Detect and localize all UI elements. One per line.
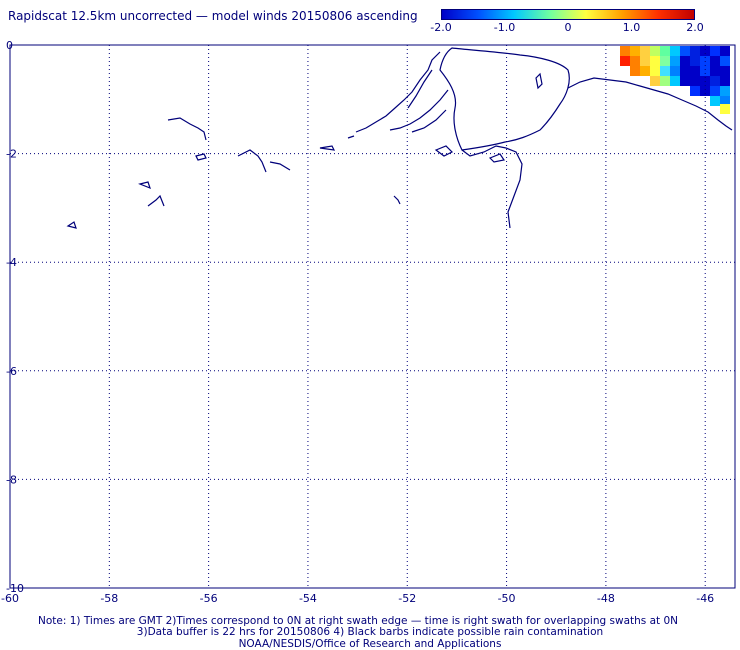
swath-cell (710, 56, 720, 66)
swath-cell (670, 66, 680, 76)
swath-cell (660, 76, 670, 86)
swath-cell (710, 96, 720, 106)
swath-cell (650, 46, 660, 56)
swath-cell (690, 66, 700, 76)
note-line-3: NOAA/NESDIS/Office of Research and Appli… (238, 638, 502, 650)
swath-cell (720, 46, 730, 56)
note-line-2: 3)Data buffer is 22 hrs for 20150806 4) … (136, 626, 604, 638)
y-tick-label: -10 (6, 582, 24, 595)
swath-cell (640, 66, 650, 76)
y-tick-label: -8 (6, 473, 17, 486)
swath-cell (710, 76, 720, 86)
x-tick-label: -46 (696, 592, 714, 605)
x-tick-label: -58 (100, 592, 118, 605)
swath-cell (720, 56, 730, 66)
swath-cell (710, 86, 720, 96)
swath-cell (720, 96, 730, 106)
color-scale-bar (441, 9, 695, 20)
note-line-1: Note: 1) Times are GMT 2)Times correspon… (38, 615, 679, 627)
colorbar-tick-label: -1.0 (493, 21, 516, 34)
swath-cell (720, 66, 730, 76)
coastline-river-mouth (461, 145, 523, 229)
swath-cell (720, 76, 730, 86)
swath-cell (690, 56, 700, 66)
swath-cell (660, 66, 670, 76)
swath-cell (690, 46, 700, 56)
coastline-fragment-6 (66, 221, 77, 229)
swath-cell (700, 86, 710, 96)
coastline-east (567, 77, 733, 131)
coastline-small-islands (434, 72, 543, 163)
coastline-fragment-1 (167, 117, 207, 141)
swath-cell (670, 46, 680, 56)
swath-cell (650, 76, 660, 86)
x-tick-label: -48 (597, 592, 615, 605)
coastline-fragment-7 (393, 195, 401, 205)
grid-lines (10, 45, 735, 588)
swath-cell (650, 66, 660, 76)
y-tick-label: -2 (6, 148, 17, 161)
swath-cell (680, 76, 690, 86)
coastline-fragment-5 (138, 181, 165, 207)
swath-cell (710, 46, 720, 56)
x-tick-label: -60 (1, 592, 19, 605)
swath-cell (660, 56, 670, 66)
swath-cell (680, 56, 690, 66)
swath-cell (690, 86, 700, 96)
coastline-fragment-3 (237, 149, 291, 173)
swath-cell (720, 86, 730, 96)
swath-cell (670, 76, 680, 86)
swath-cell (660, 46, 670, 56)
x-tick-label: -56 (200, 592, 218, 605)
swath-cell (700, 66, 710, 76)
coastline-fragment-4 (319, 135, 355, 151)
colorbar-tick-label: 2.0 (686, 21, 704, 34)
map-title: Rapidscat 12.5km uncorrected — model win… (8, 9, 418, 23)
y-tick-label: 0 (6, 39, 13, 52)
y-tick-label: -4 (6, 256, 17, 269)
colorbar-tick-label: 0 (564, 21, 572, 34)
swath-cell (680, 66, 690, 76)
wind-swath-cells (620, 46, 730, 114)
coastline-delta-islands (355, 51, 449, 133)
swath-cell (630, 56, 640, 66)
y-tick-label: -6 (6, 365, 17, 378)
coastline-marajo (439, 47, 570, 151)
swath-cell (640, 46, 650, 56)
swath-cell (640, 56, 650, 66)
swath-cell (620, 56, 630, 66)
swath-cell (710, 66, 720, 76)
swath-cell (630, 46, 640, 56)
swath-cell (670, 56, 680, 66)
colorbar-tick-label: -2.0 (430, 21, 452, 34)
x-tick-label: -50 (498, 592, 516, 605)
x-tick-label: -52 (398, 592, 416, 605)
swath-cell (650, 56, 660, 66)
coastline-fragment-2 (195, 153, 207, 161)
swath-cell (680, 46, 690, 56)
swath-cell (720, 104, 730, 114)
swath-cell (620, 46, 630, 56)
map-frame (9, 44, 736, 589)
swath-cell (690, 76, 700, 86)
coastline (66, 47, 733, 229)
x-tick-label: -54 (299, 592, 317, 605)
swath-cell (700, 46, 710, 56)
colorbar-tick-label: 1.0 (622, 21, 641, 34)
axes: -60 -58 -56 -54 -52 -50 -48 -46 0 -2 -4 -6 -8 -10 (1, 39, 736, 605)
swath-cell (630, 66, 640, 76)
